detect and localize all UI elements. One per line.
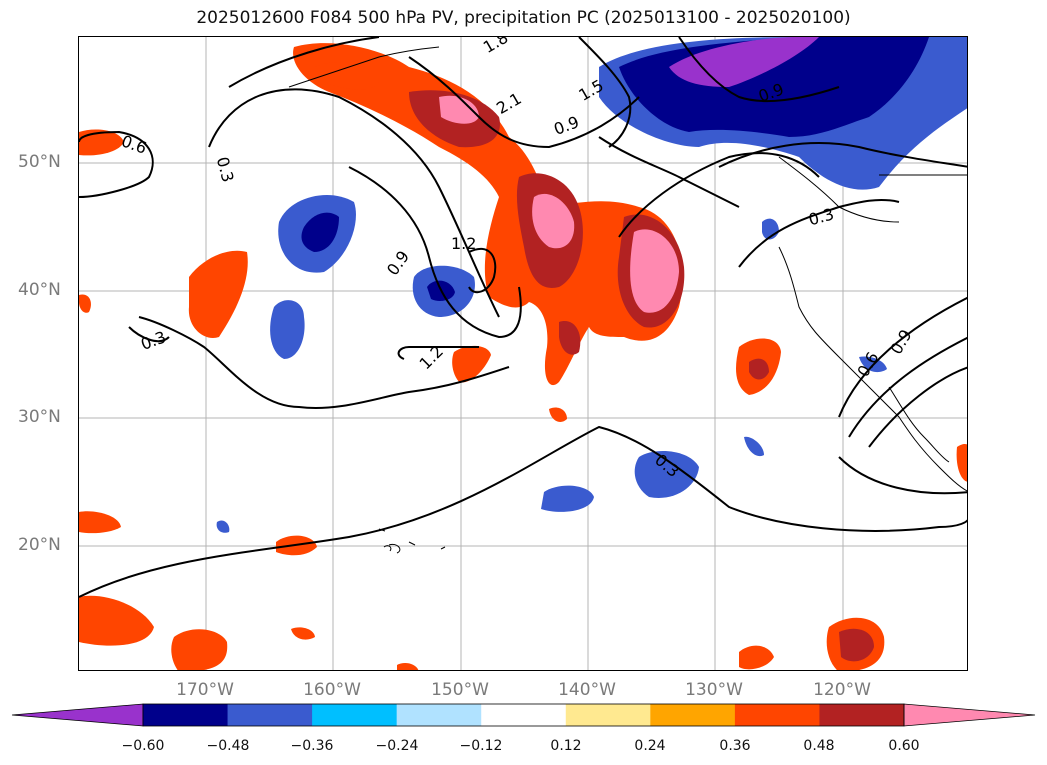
contour-label: 1.2 xyxy=(451,234,476,253)
blob-south-3 xyxy=(739,645,774,670)
blob-sw-1 xyxy=(634,451,699,498)
nw-canada-purple xyxy=(669,37,819,87)
alaska-coast xyxy=(288,46,440,88)
mid-pink xyxy=(532,193,575,249)
blob-small-2 xyxy=(549,407,567,422)
blob-left-1 xyxy=(79,129,124,156)
contour-label-group: 1.2 0.9 0.3 0.3 0.6 2.1 1.5 0.9 0.3 0.3 … xyxy=(119,37,916,481)
colorbar-tick: 0.12 xyxy=(550,738,582,754)
colorbar-tick: −0.12 xyxy=(459,738,503,754)
colorbar-tick: −0.24 xyxy=(375,738,419,754)
colorbar-tick: 0.24 xyxy=(634,738,666,754)
blob-left-2 xyxy=(188,250,248,338)
colorbar-segment xyxy=(565,704,651,726)
colorbar-segment xyxy=(481,704,567,726)
colorbar-tick: 0.60 xyxy=(888,738,920,754)
colorbar-tick: 0.48 xyxy=(803,738,835,754)
main-band-pink xyxy=(439,95,479,124)
contour-label: 0.9 xyxy=(383,247,413,279)
blob-sw-2 xyxy=(541,485,594,512)
contour-label: 0.6 xyxy=(119,131,149,158)
blob-central-pacific-navy xyxy=(301,212,339,252)
lon-label: 120°W xyxy=(813,680,871,700)
colorbar-segment xyxy=(312,704,398,726)
colorbar-segment xyxy=(227,704,313,726)
blob-left-5 xyxy=(79,595,154,646)
contour-label: 1.8 xyxy=(480,37,512,57)
colorbar-segment xyxy=(396,704,482,726)
blob-south-1 xyxy=(171,629,228,670)
colorbar-extend-max xyxy=(903,703,1036,727)
pv-contours xyxy=(79,37,967,598)
colorbar-tick: −0.36 xyxy=(290,738,334,754)
lon-label: 170°W xyxy=(176,680,234,700)
map-title: 2025012600 F084 500 hPa PV, precipitatio… xyxy=(196,8,851,28)
blob-east-coast-red xyxy=(749,358,769,380)
blob-east-edge xyxy=(956,444,967,482)
colorbar-tick: −0.60 xyxy=(121,738,165,754)
colorbar-tick: 0.36 xyxy=(719,738,751,754)
blob-east-2 xyxy=(744,436,764,457)
lon-label: 140°W xyxy=(558,680,616,700)
blob-south-2 xyxy=(291,627,315,640)
map-panel: 1.2 0.9 0.3 0.3 0.6 2.1 1.5 0.9 0.3 0.3 … xyxy=(78,36,968,671)
blob-west xyxy=(270,300,305,359)
colorbar-segment xyxy=(734,704,820,726)
colorbar xyxy=(11,703,1036,727)
map-canvas: 1.2 0.9 0.3 0.3 0.6 2.1 1.5 0.9 0.3 0.3 … xyxy=(79,37,967,670)
lat-label: 30°N xyxy=(18,407,61,427)
contour-label: 2.1 xyxy=(493,89,525,118)
colorbar-segment xyxy=(819,704,905,726)
blob-southeast-red xyxy=(839,628,874,662)
lower-red xyxy=(559,321,581,355)
lat-label: 40°N xyxy=(18,280,61,300)
lat-label: 20°N xyxy=(18,535,61,555)
hawaii-islands xyxy=(378,528,446,554)
lat-label: 50°N xyxy=(18,152,61,172)
colorbar-segment xyxy=(143,704,229,726)
blob-small-1 xyxy=(216,520,230,533)
contour-label: 0.3 xyxy=(138,327,168,354)
colorbar-outline xyxy=(142,703,905,727)
lon-label: 150°W xyxy=(431,680,489,700)
colorbar-segment xyxy=(650,704,736,726)
colorbar-tick: −0.48 xyxy=(206,738,250,754)
lon-label: 160°W xyxy=(303,680,361,700)
blob-left-4 xyxy=(79,511,121,534)
blob-center-south xyxy=(452,345,491,383)
baja-coast xyxy=(888,386,950,463)
colorbar-segments xyxy=(11,703,1036,727)
contour-label: 0.9 xyxy=(551,112,581,139)
blob-left-3 xyxy=(79,294,91,313)
positive-precip-regions xyxy=(79,43,967,670)
contour-label: 0.3 xyxy=(806,204,836,229)
contour-label: 0.3 xyxy=(213,155,238,185)
main-band-orange xyxy=(293,43,683,386)
east-pink xyxy=(630,229,679,313)
lon-label: 130°W xyxy=(685,680,743,700)
colorbar-extend-min xyxy=(11,703,144,727)
blob-south-4 xyxy=(397,663,419,670)
blob-nw-orange xyxy=(314,62,379,90)
